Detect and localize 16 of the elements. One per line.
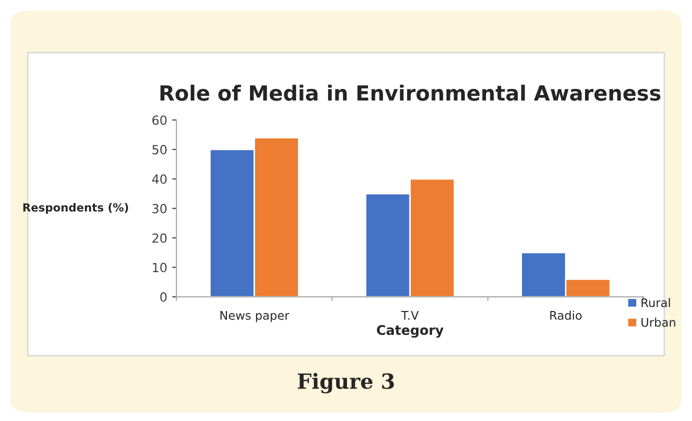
- x-tick-label: News paper: [220, 311, 290, 322]
- chart-title: Role of Media in Environmental Awareness: [160, 84, 660, 101]
- y-tick-label: 20: [152, 233, 167, 243]
- y-tick-label: 50: [152, 144, 167, 154]
- y-axis-title: Respondents (%): [23, 203, 128, 214]
- legend-label: Rural: [642, 298, 670, 308]
- y-tick-label: 0: [160, 292, 167, 302]
- x-axis-title: Category: [376, 325, 444, 338]
- y-tick-label: 10: [152, 262, 167, 272]
- caption: Figure 3: [298, 372, 394, 394]
- x-tick-label: T.V: [401, 311, 419, 320]
- x-tick-label: Radio: [550, 310, 582, 320]
- y-tick-label: 40: [152, 174, 167, 184]
- legend-label: Urban: [642, 318, 676, 327]
- y-tick-label: 60: [152, 115, 167, 125]
- y-tick-label: 30: [152, 204, 167, 214]
